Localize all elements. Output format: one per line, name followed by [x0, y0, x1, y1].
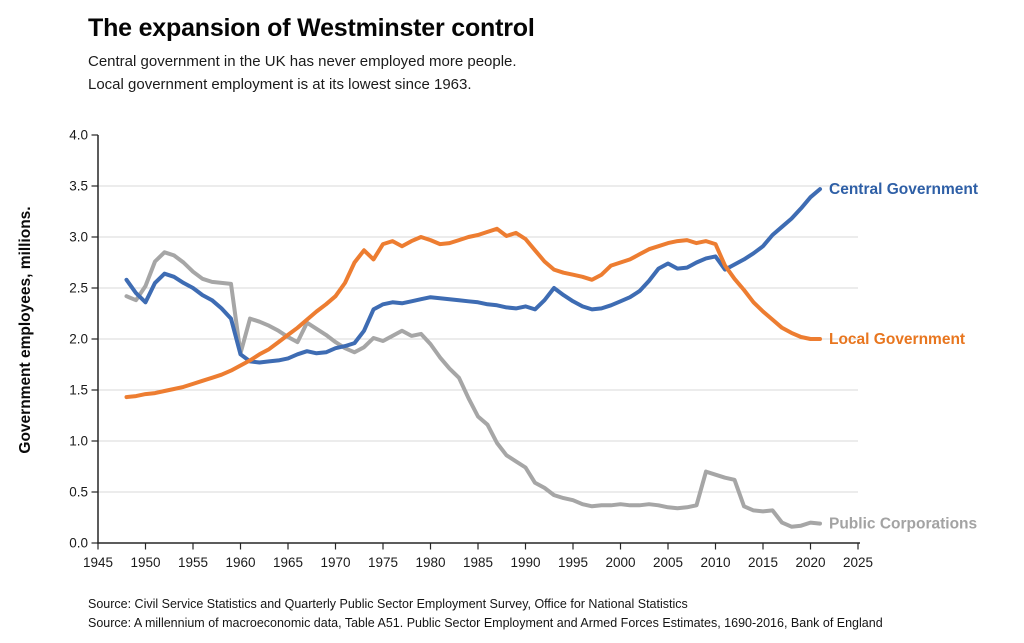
x-tick-label: 1965: [273, 555, 303, 570]
x-tick-label: 2005: [653, 555, 683, 570]
source-notes: Source: Civil Service Statistics and Qua…: [88, 595, 883, 633]
x-tick-label: 1970: [320, 555, 350, 570]
series-label-central-government: Central Government: [829, 181, 978, 198]
y-tick-label: 2.5: [69, 281, 88, 296]
y-tick-label: 3.0: [69, 230, 88, 245]
series-label-local-government: Local Government: [829, 331, 965, 348]
series-line-public-corporations: [124, 250, 822, 529]
subtitle-line-2: Local government employment is at its lo…: [88, 76, 472, 93]
x-tick-label: 1995: [558, 555, 588, 570]
source-line-1: Source: Civil Service Statistics and Qua…: [88, 597, 688, 611]
y-tick-label: 0.5: [69, 485, 88, 500]
x-tick-label: 2020: [795, 555, 825, 570]
x-tick-label: 1950: [130, 555, 160, 570]
y-tick-label: 0.0: [69, 536, 88, 551]
x-tick-label: 2025: [843, 555, 873, 570]
y-tick-label: 1.0: [69, 434, 88, 449]
x-tick-label: 1990: [510, 555, 540, 570]
y-tick-label: 3.5: [69, 179, 88, 194]
series-line-local-government: [124, 226, 822, 400]
x-tick-label: 1985: [463, 555, 493, 570]
source-line-2: Source: A millennium of macroeconomic da…: [88, 616, 883, 630]
x-tick-label: 2000: [605, 555, 635, 570]
x-tick-label: 1955: [178, 555, 208, 570]
x-tick-label: 2010: [700, 555, 730, 570]
y-tick-label: 1.5: [69, 383, 88, 398]
y-tick-label: 4.0: [69, 128, 88, 143]
y-tick-label: 2.0: [69, 332, 88, 347]
page-title: The expansion of Westminster control: [88, 14, 535, 42]
x-tick-label: 1975: [368, 555, 398, 570]
series-label-public-corporations: Public Corporations: [829, 516, 977, 533]
series-line-central-government: [124, 187, 822, 365]
chart-subtitle: Central government in the UK has never e…: [88, 50, 517, 96]
subtitle-line-1: Central government in the UK has never e…: [88, 53, 517, 70]
x-tick-label: 1980: [415, 555, 445, 570]
x-tick-label: 2015: [748, 555, 778, 570]
x-tick-label: 1945: [83, 555, 113, 570]
x-tick-label: 1960: [225, 555, 255, 570]
